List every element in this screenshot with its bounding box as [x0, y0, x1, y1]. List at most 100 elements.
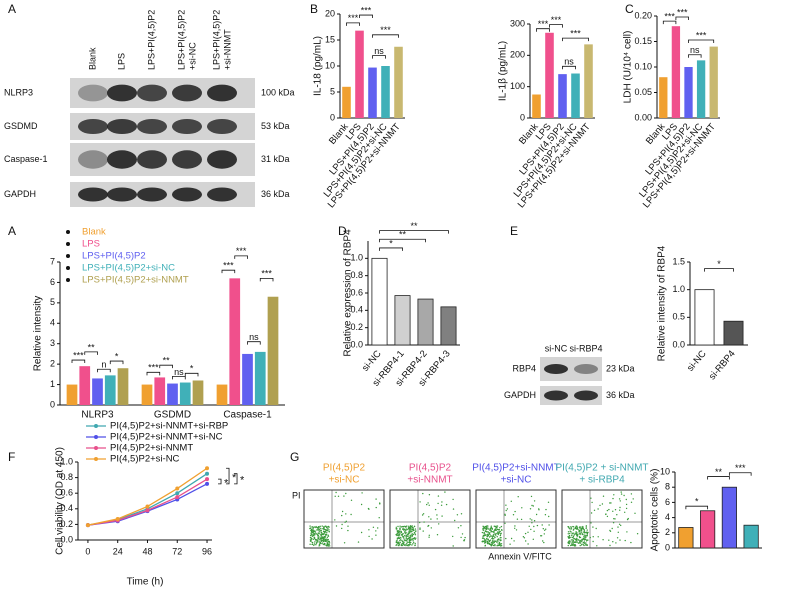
flow-dot	[585, 527, 588, 529]
flow-dot	[337, 495, 340, 497]
flow-dot	[350, 499, 353, 501]
flow-dot	[500, 525, 503, 528]
sig-bracket	[172, 376, 186, 380]
flow-dot	[361, 492, 363, 494]
flow-dot	[567, 533, 569, 535]
flow-dot	[605, 513, 607, 516]
flow-dot	[316, 529, 318, 531]
blot-band	[78, 84, 108, 102]
flow-dot	[612, 497, 614, 500]
flow-dot	[460, 513, 463, 515]
y-axis-label: Relative expression of RBP4	[343, 229, 354, 357]
flow-dot	[404, 525, 406, 527]
flow-dot	[313, 543, 316, 545]
flow-dot	[430, 518, 432, 520]
flow-dot	[532, 505, 534, 507]
flow-dot	[324, 536, 326, 538]
y-tick-label: 4	[50, 318, 55, 328]
flow-dot	[414, 544, 416, 546]
bar	[355, 30, 364, 118]
flow-dot	[490, 527, 493, 529]
flow-dot	[482, 535, 484, 538]
flow-dot	[606, 509, 609, 512]
flow-dot	[495, 526, 497, 529]
flow-dot	[536, 524, 539, 527]
flow-dot	[347, 525, 349, 527]
flow-dot	[324, 531, 327, 533]
flow-dot	[606, 515, 609, 518]
flow-dot	[597, 508, 599, 510]
flow-dot	[544, 514, 547, 516]
bar	[192, 380, 204, 405]
flow-dot	[323, 527, 325, 529]
flow-dot	[323, 531, 325, 533]
flow-dot	[408, 533, 410, 535]
flow-dot	[409, 537, 411, 539]
flow-dot	[617, 526, 619, 528]
flow-dot	[422, 513, 425, 515]
flow-dot	[408, 525, 410, 527]
panel-label: A	[8, 224, 16, 238]
flow-dot	[580, 526, 582, 528]
y-tick-label: 10	[325, 60, 335, 70]
bar	[66, 384, 78, 405]
panel-label: A	[8, 2, 16, 16]
bar	[216, 384, 228, 405]
flow-dot	[327, 545, 330, 547]
flow-dot	[630, 541, 632, 544]
flow-dot	[314, 541, 316, 543]
blot-band	[207, 150, 237, 169]
flow-dot	[493, 541, 495, 544]
flow-dot	[572, 540, 574, 543]
flow-dot	[576, 527, 579, 529]
flow-dot	[618, 498, 621, 500]
x-tick-label: si-NC	[685, 348, 709, 373]
flow-dot	[409, 529, 412, 531]
flow-dot	[402, 536, 404, 538]
flow-dot	[499, 545, 502, 547]
sig-bracket	[662, 20, 677, 25]
flow-dot	[582, 542, 585, 544]
flow-dot	[575, 531, 577, 533]
flow-dot	[412, 540, 414, 542]
flow-xlabel: Annexin V/FITC	[488, 551, 552, 561]
flow-dot	[492, 541, 494, 543]
flow-dot	[400, 530, 402, 533]
flow-dot	[613, 494, 615, 496]
flow-dot	[514, 527, 516, 529]
flow-dot	[592, 540, 594, 543]
flow-dot	[411, 544, 413, 546]
flow-dot	[415, 537, 417, 539]
flow-dot	[405, 526, 407, 528]
flow-dot	[403, 541, 405, 544]
x-tick-label: si-RBP4	[707, 348, 738, 382]
flow-dot	[483, 532, 485, 535]
flow-dot	[487, 539, 489, 541]
flow-dot	[585, 543, 587, 545]
flow-dot	[319, 544, 321, 546]
sig-bracket	[71, 359, 86, 364]
flow-dot	[412, 543, 414, 545]
flow-dot	[350, 513, 352, 516]
flow-dot	[579, 536, 581, 539]
flow-dot	[618, 523, 621, 525]
flow-dot	[312, 530, 315, 533]
sig-label: ***	[664, 11, 675, 21]
flow-dot	[460, 525, 462, 527]
flow-dot	[533, 520, 536, 522]
row-label: GAPDH	[4, 189, 36, 199]
bar	[571, 73, 580, 118]
blot-band	[207, 84, 237, 102]
sig-bracket	[536, 28, 550, 32]
flow-dot	[490, 531, 492, 533]
legend-label: PI(4,5)P2+si-NC	[110, 454, 180, 465]
flow-dot	[567, 526, 570, 528]
flow-dot	[414, 528, 417, 530]
blot-band	[172, 187, 202, 202]
flow-dot	[461, 533, 464, 535]
sig-label: *	[190, 364, 194, 374]
flow-dot	[589, 536, 591, 539]
sig-bracket	[97, 368, 111, 373]
sig-bracket	[84, 351, 98, 355]
sig-bracket	[685, 505, 709, 510]
